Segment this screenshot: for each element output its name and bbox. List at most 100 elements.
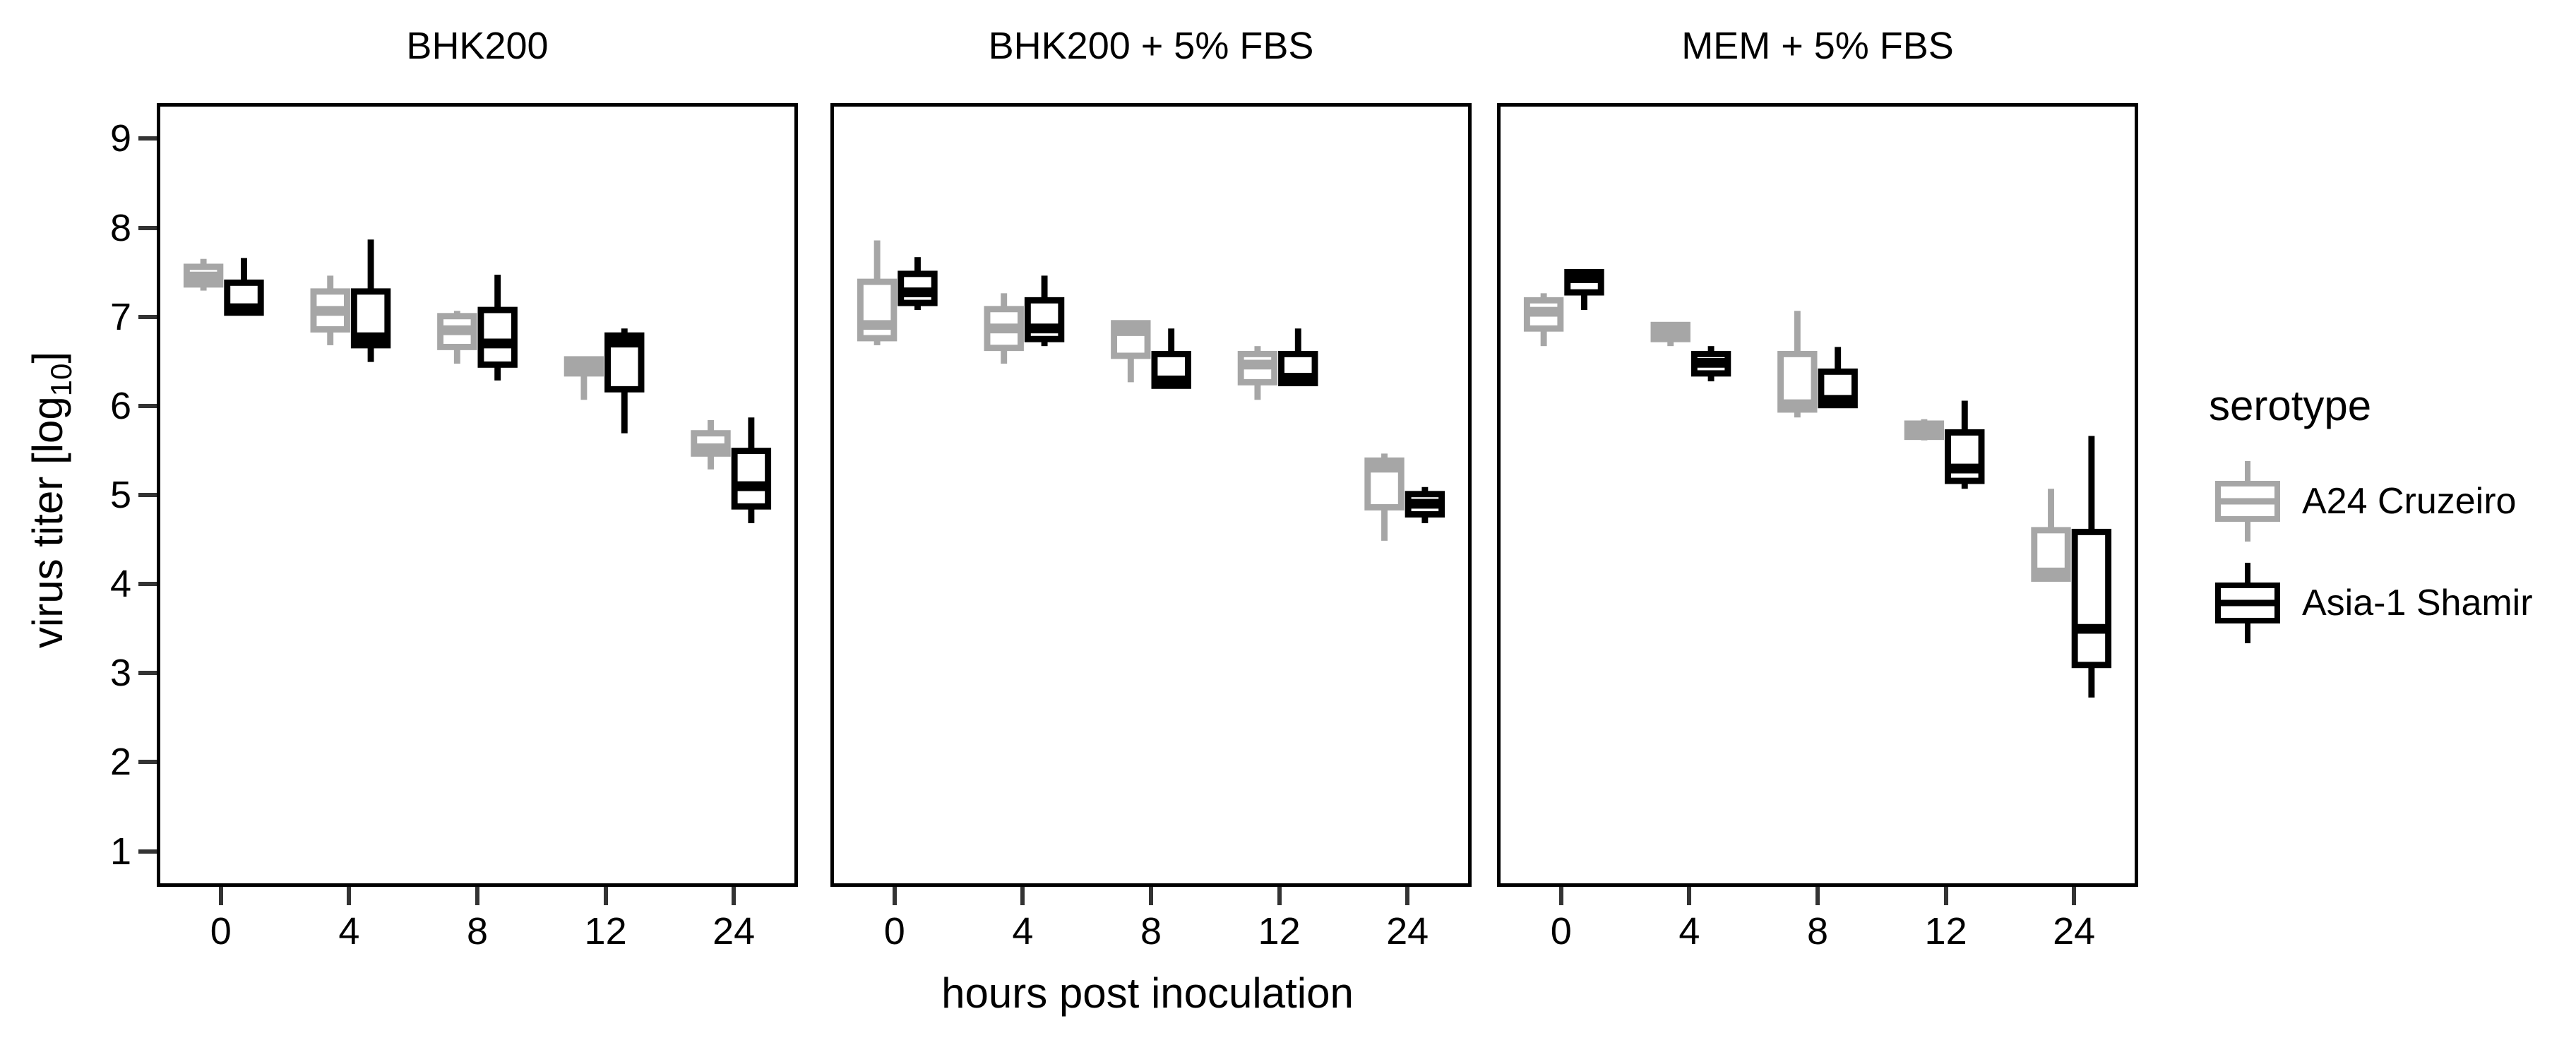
x-tick-label-p1-4: 4	[1012, 910, 1034, 953]
facet-panel-bhk200	[157, 103, 798, 887]
x-tick-label-p1-12: 12	[1258, 910, 1301, 953]
y-axis-title-suffix: ]	[24, 351, 71, 364]
y-tick-label-5: 5	[109, 474, 131, 516]
x-axis-title: hours post inoculation	[941, 969, 1354, 1017]
box-asia-1-shamir-h12-p0	[604, 328, 645, 434]
x-tick-mark-p1-24	[1405, 887, 1410, 905]
x-tick-mark-p1-4	[1020, 887, 1025, 905]
x-tick-mark-p0-12	[603, 887, 608, 905]
legend-label: A24 Cruzeiro	[2302, 481, 2517, 522]
y-tick-mark-8	[138, 225, 157, 230]
x-tick-label-p0-24: 24	[712, 910, 756, 953]
facet-title-bhk200: BHK200	[406, 25, 549, 67]
box-a24-cruzeiro-h4-p0	[310, 275, 350, 345]
box-a24-cruzeiro-h4-p2	[1650, 321, 1690, 347]
legend: serotype A24 Cruzeiro Asia-1 Shamir	[2209, 381, 2576, 660]
box-a24-cruzeiro-h12-p1	[1237, 346, 1278, 400]
y-tick-mark-4	[138, 582, 157, 587]
box-a24-cruzeiro-h0-p1	[857, 240, 898, 345]
y-tick-mark-1	[138, 849, 157, 854]
box-asia-1-shamir-h4-p2	[1690, 346, 1731, 382]
box-a24-cruzeiro-h12-p2	[1904, 419, 1945, 441]
y-tick-label-2: 2	[109, 741, 131, 784]
x-tick-mark-p2-4	[1687, 887, 1692, 905]
x-tick-label-p2-12: 12	[1924, 910, 1967, 953]
y-tick-mark-9	[138, 136, 157, 141]
x-tick-mark-p0-24	[732, 887, 737, 905]
x-tick-label-p2-0: 0	[1550, 910, 1572, 953]
legend-label: Asia-1 Shamir	[2302, 583, 2533, 623]
box-asia-1-shamir-h12-p1	[1278, 328, 1318, 387]
boxplot-canvas-0	[183, 239, 772, 523]
box-asia-1-shamir-h4-p1	[1024, 275, 1065, 347]
box-asia-1-shamir-h4-p0	[350, 239, 391, 362]
x-tick-mark-p1-0	[892, 887, 897, 905]
x-tick-mark-p1-8	[1149, 887, 1153, 905]
x-tick-label-p2-24: 24	[2053, 910, 2096, 953]
box-asia-1-shamir-h24-p1	[1405, 486, 1445, 523]
x-tick-mark-p2-12	[1943, 887, 1948, 905]
box-asia-1-shamir-h8-p1	[1151, 328, 1191, 389]
x-tick-mark-p0-8	[475, 887, 479, 905]
legend-boxplot-swatch-icon	[2215, 563, 2280, 643]
y-tick-mark-6	[138, 403, 157, 408]
x-tick-label-p1-0: 0	[883, 910, 905, 953]
x-tick-label-p0-12: 12	[584, 910, 627, 953]
y-axis-title-text: virus titer [log	[24, 396, 71, 649]
x-tick-label-p2-8: 8	[1806, 910, 1829, 953]
box-asia-1-shamir-h12-p2	[1945, 400, 1985, 489]
x-tick-label-p1-8: 8	[1140, 910, 1162, 953]
y-tick-mark-5	[138, 493, 157, 497]
y-tick-label-1: 1	[109, 830, 131, 873]
y-tick-mark-2	[138, 760, 157, 765]
box-asia-1-shamir-h0-p2	[1564, 268, 1604, 311]
box-a24-cruzeiro-h8-p0	[437, 311, 477, 364]
legend-boxplot-swatch-icon	[2215, 461, 2280, 542]
x-tick-label-p0-8: 8	[466, 910, 489, 953]
y-tick-label-4: 4	[109, 563, 131, 606]
box-a24-cruzeiro-h8-p1	[1111, 320, 1151, 383]
facet-title-bhk200-fbs: BHK200 + 5% FBS	[988, 25, 1314, 67]
box-a24-cruzeiro-h24-p0	[691, 419, 731, 470]
legend-entry-a24-cruzeiro: A24 Cruzeiro	[2209, 457, 2576, 546]
y-tick-label-9: 9	[109, 117, 131, 160]
y-tick-label-3: 3	[109, 652, 131, 695]
y-tick-label-7: 7	[109, 295, 131, 338]
x-tick-mark-p2-8	[1815, 887, 1820, 905]
box-a24-cruzeiro-h12-p0	[564, 356, 604, 400]
box-asia-1-shamir-h0-p1	[898, 257, 938, 311]
x-tick-mark-p0-0	[218, 887, 223, 905]
boxplot-canvas-2	[1523, 268, 2112, 698]
x-tick-label-p1-24: 24	[1386, 910, 1429, 953]
box-a24-cruzeiro-h4-p1	[984, 293, 1024, 364]
facet-title-mem-fbs: MEM + 5% FBS	[1681, 25, 1954, 67]
box-asia-1-shamir-h24-p0	[731, 417, 772, 523]
box-a24-cruzeiro-h8-p2	[1777, 311, 1818, 418]
x-tick-label-p0-4: 4	[338, 910, 360, 953]
facet-panel-mem-fbs	[1497, 103, 2138, 887]
box-a24-cruzeiro-h24-p2	[2031, 489, 2071, 582]
x-tick-mark-p0-4	[347, 887, 352, 905]
boxplot-canvas-1	[857, 240, 1445, 541]
facet-panel-bhk200-fbs	[830, 103, 1472, 887]
y-tick-mark-7	[138, 314, 157, 319]
legend-title: serotype	[2209, 382, 2372, 429]
x-tick-mark-p2-24	[2072, 887, 2077, 905]
legend-entry-asia-1-shamir: Asia-1 Shamir	[2209, 559, 2576, 647]
x-tick-label-p0-0: 0	[210, 910, 232, 953]
x-tick-label-p2-4: 4	[1678, 910, 1700, 953]
box-asia-1-shamir-h0-p0	[224, 258, 264, 316]
y-tick-mark-3	[138, 671, 157, 676]
box-asia-1-shamir-h8-p0	[477, 275, 518, 381]
legend-entries: A24 Cruzeiro Asia-1 Shamir	[2209, 457, 2576, 647]
x-tick-mark-p2-0	[1558, 887, 1563, 905]
box-a24-cruzeiro-h0-p2	[1523, 293, 1564, 347]
box-a24-cruzeiro-h0-p0	[183, 258, 224, 291]
x-tick-mark-p1-12	[1277, 887, 1282, 905]
box-asia-1-shamir-h24-p2	[2071, 436, 2112, 698]
box-a24-cruzeiro-h24-p1	[1364, 453, 1405, 541]
y-tick-label-8: 8	[109, 206, 131, 249]
y-tick-label-6: 6	[109, 384, 131, 427]
box-asia-1-shamir-h8-p2	[1818, 347, 1858, 409]
